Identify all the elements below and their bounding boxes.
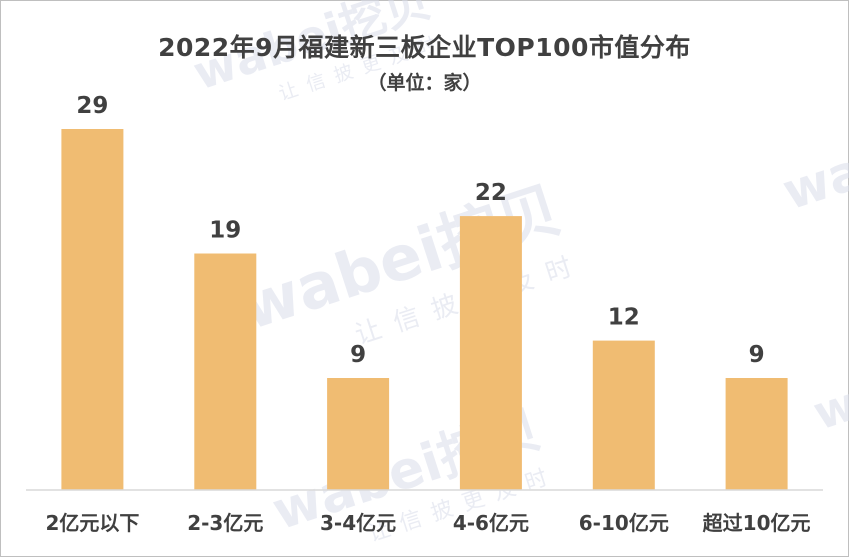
x-tick-label-3: 4-6亿元 — [453, 511, 529, 535]
data-label-group: 29 19 9 22 12 9 — [76, 93, 764, 368]
bar-1 — [194, 253, 257, 490]
watermark-brand: wabei挖贝 — [807, 313, 849, 440]
watermark-brand: wabei挖贝 — [776, 84, 849, 222]
x-tick-label-group: 2亿元以下 2-3亿元 3-4亿元 4-6亿元 6-10亿元 超过10亿元 — [45, 511, 810, 535]
chart-subtitle: （单位：家） — [367, 72, 482, 94]
x-tick-label-5: 超过10亿元 — [702, 511, 811, 535]
data-label-5: 9 — [749, 342, 765, 368]
bar-4 — [592, 340, 655, 490]
x-tick-label-0: 2亿元以下 — [45, 511, 139, 535]
x-tick-label-1: 2-3亿元 — [187, 511, 263, 535]
data-label-2: 9 — [350, 342, 366, 368]
x-tick-label-2: 3-4亿元 — [320, 511, 396, 535]
bar-5 — [725, 378, 788, 490]
bar-0 — [61, 129, 124, 490]
x-tick-label-4: 6-10亿元 — [579, 511, 669, 535]
bar-2 — [327, 378, 390, 490]
data-label-1: 19 — [209, 218, 241, 244]
bar-3 — [459, 216, 522, 490]
chart-title: 2022年9月福建新三板企业TOP100市值分布 — [158, 33, 691, 62]
bar-group — [61, 129, 788, 490]
data-label-0: 29 — [76, 93, 108, 119]
data-label-3: 22 — [475, 180, 507, 206]
data-label-4: 12 — [608, 305, 640, 331]
